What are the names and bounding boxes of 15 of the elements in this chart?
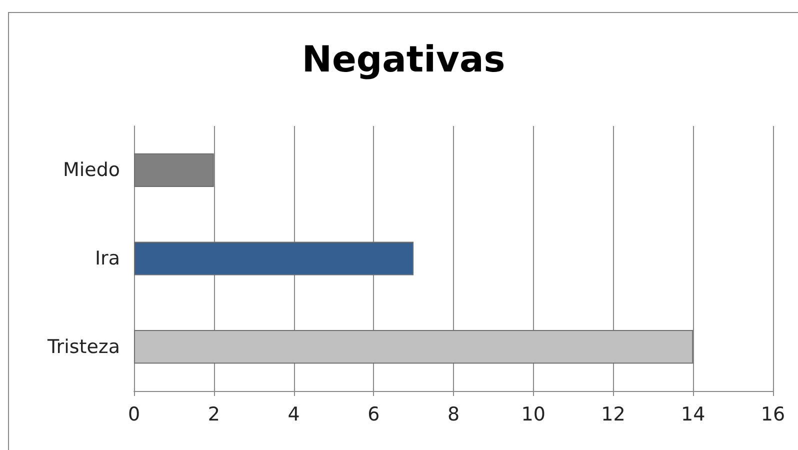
- y-tick-label: Ira: [94, 248, 120, 270]
- x-tick-label: 14: [681, 404, 706, 426]
- x-tick-label: 0: [128, 404, 140, 426]
- y-tick-label: Tristeza: [46, 336, 120, 358]
- x-tick-label: 8: [447, 404, 460, 426]
- x-tick-label: 2: [208, 404, 220, 426]
- x-tick-label: 10: [521, 404, 546, 426]
- x-tick-label: 12: [601, 404, 626, 426]
- x-tick-label: 6: [368, 404, 380, 426]
- y-tick-label: Miedo: [62, 159, 120, 182]
- chart-title: Negativas: [302, 40, 506, 80]
- bar: [134, 242, 414, 276]
- x-tick-label: 16: [760, 404, 786, 426]
- bar: [134, 330, 694, 364]
- x-tick-label: 4: [288, 404, 300, 426]
